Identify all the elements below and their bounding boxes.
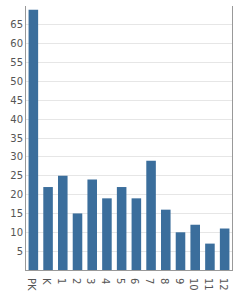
svg-text:4: 4 <box>100 278 111 284</box>
svg-text:5: 5 <box>115 278 126 284</box>
svg-text:35: 35 <box>10 133 23 144</box>
svg-text:30: 30 <box>10 151 23 162</box>
svg-text:3: 3 <box>85 278 96 284</box>
svg-text:55: 55 <box>10 57 23 68</box>
svg-text:10: 10 <box>188 278 199 291</box>
svg-text:60: 60 <box>10 38 23 49</box>
svg-text:2: 2 <box>71 278 82 284</box>
svg-text:7: 7 <box>144 278 155 284</box>
svg-text:8: 8 <box>159 278 170 284</box>
svg-text:9: 9 <box>174 278 185 284</box>
svg-text:1: 1 <box>56 278 67 284</box>
svg-text:40: 40 <box>10 114 23 125</box>
svg-text:10: 10 <box>10 227 23 238</box>
svg-text:25: 25 <box>10 170 23 181</box>
svg-text:11: 11 <box>203 278 214 291</box>
svg-text:45: 45 <box>10 95 23 106</box>
svg-text:K: K <box>41 278 52 285</box>
svg-text:50: 50 <box>10 76 23 87</box>
svg-text:12: 12 <box>218 278 229 291</box>
svg-text:15: 15 <box>10 208 23 219</box>
svg-text:PK: PK <box>26 278 37 291</box>
svg-text:65: 65 <box>10 19 23 30</box>
svg-text:20: 20 <box>10 189 23 200</box>
svg-text:6: 6 <box>129 278 140 284</box>
svg-text:5: 5 <box>17 246 23 257</box>
